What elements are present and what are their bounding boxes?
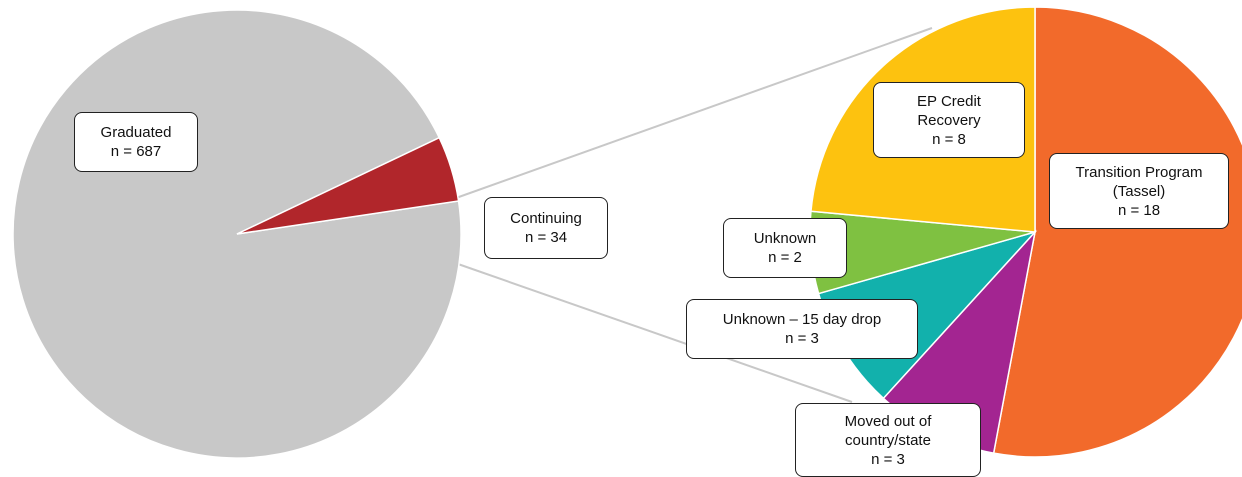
slice-value: n = 18 — [1117, 201, 1161, 219]
slice-value: n = 2 — [768, 249, 802, 266]
slice-label: Graduated n = 687 — [74, 112, 198, 172]
slice-name: EP Credit Recovery — [917, 92, 981, 129]
slice-label: Continuing n = 34 — [484, 197, 608, 259]
slice-value: n = 8 — [932, 130, 966, 148]
slice-name: Moved out of country/state — [844, 412, 932, 449]
connector — [455, 27, 933, 199]
slice-value: n = 687 — [110, 143, 162, 160]
pie-slice — [236, 136, 460, 235]
slice-label: Unknown – 15 day drop n = 3 — [686, 299, 918, 359]
slice-name: Graduated — [100, 124, 172, 141]
slice-label: Moved out of country/state n = 3 — [795, 403, 981, 477]
slice-label: Transition Program (Tassel) n = 18 — [1049, 153, 1229, 229]
slice-name: Transition Program (Tassel) — [1075, 163, 1203, 200]
connector — [457, 263, 853, 403]
slice-name: Unknown — [753, 230, 817, 247]
slice-value: n = 3 — [785, 330, 819, 347]
slice-value: n = 3 — [871, 450, 905, 468]
slice-name: Continuing — [510, 210, 582, 227]
slice-label: EP Credit Recovery n = 8 — [873, 82, 1025, 158]
slice-label: Unknown n = 2 — [723, 218, 847, 278]
slice-value: n = 34 — [524, 229, 568, 246]
pie-slice — [992, 6, 1242, 458]
slice-name: Unknown – 15 day drop — [722, 311, 882, 328]
